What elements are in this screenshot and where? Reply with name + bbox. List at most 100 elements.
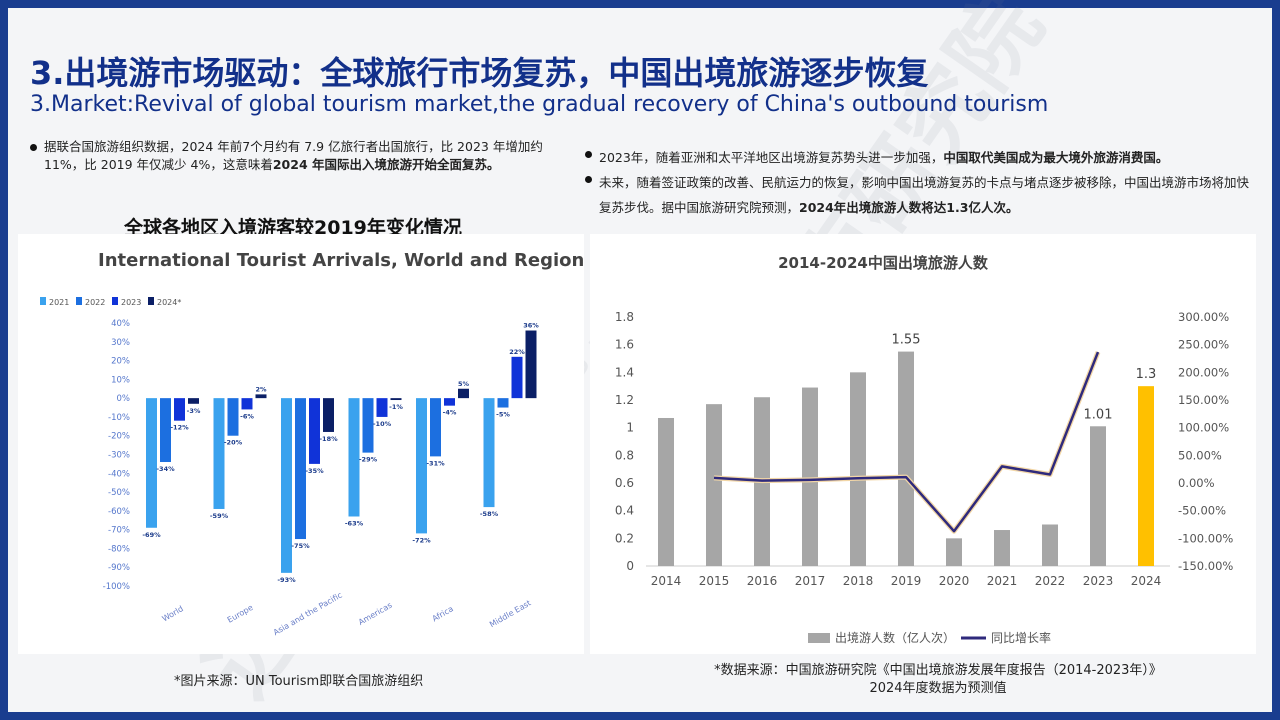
left-chart-panel: International Tourist Arrivals, World an… xyxy=(18,234,595,654)
bar xyxy=(213,398,225,509)
y-right-tick-label: 50.00% xyxy=(1178,448,1222,462)
bullet-emphasis: 2024 年国际出入境旅游开始全面复苏。 xyxy=(272,157,500,172)
bar xyxy=(430,398,441,457)
y-left-tick-label: 1.2 xyxy=(615,393,634,407)
x-tick-label: 2019 xyxy=(891,574,922,588)
y-left-tick-label: 1.4 xyxy=(615,365,634,379)
y-right-tick-label: 250.00% xyxy=(1178,338,1229,352)
y-tick-label: -20% xyxy=(108,432,130,442)
y-tick-label: -100% xyxy=(103,582,130,592)
legend-label: 2024* xyxy=(157,298,181,307)
bar xyxy=(188,398,199,404)
data-label: -75% xyxy=(291,542,310,550)
y-right-tick-label: 150.00% xyxy=(1178,393,1229,407)
bar xyxy=(850,372,866,566)
regions-chart: International Tourist Arrivals, World an… xyxy=(40,250,595,637)
growth-line xyxy=(713,351,1100,533)
bar xyxy=(174,398,185,421)
bar xyxy=(706,404,722,566)
data-label: 5% xyxy=(458,380,470,388)
data-label: 2% xyxy=(255,385,267,393)
page-title: 3.出境游市场驱动：全球旅行市场复苏，中国出境旅游逐步恢复 xyxy=(30,54,929,92)
bullet-text: 2023年，随着亚洲和太平洋地区出境游复苏势头进一步加强， xyxy=(599,150,944,165)
bar xyxy=(255,394,267,399)
bar xyxy=(362,398,374,453)
bar xyxy=(497,398,509,408)
y-right-tick-label: 0.00% xyxy=(1178,476,1215,490)
data-label: 36% xyxy=(523,322,539,330)
x-tick-label: 2022 xyxy=(1035,574,1066,588)
x-tick-label: 2014 xyxy=(651,574,682,588)
data-label: -63% xyxy=(345,519,364,527)
y-right-tick-label: -50.00% xyxy=(1178,504,1226,518)
x-tick-label: 2016 xyxy=(747,574,778,588)
data-label: 1.01 xyxy=(1084,407,1113,422)
x-tick-label: 2018 xyxy=(843,574,874,588)
data-label: -6% xyxy=(240,412,254,420)
y-tick-label: 0% xyxy=(117,394,131,404)
bar xyxy=(348,398,360,517)
y-tick-label: -90% xyxy=(108,563,130,573)
bar xyxy=(458,388,469,399)
chart-title: 2014-2024中国出境旅游人数 xyxy=(778,254,989,272)
legend-label: 2023 xyxy=(121,298,141,307)
y-left-tick-label: 1.6 xyxy=(615,338,634,352)
data-label: 1.55 xyxy=(892,333,921,348)
y-tick-label: -30% xyxy=(108,451,130,461)
bar xyxy=(525,330,537,399)
right-source-line1: *数据来源：中国旅游研究院《中国出境旅游发展年度报告（2014-2023年）》 xyxy=(714,663,1162,678)
legend-swatch xyxy=(112,297,118,305)
x-tick-label: 2021 xyxy=(987,574,1018,588)
data-label: -29% xyxy=(359,456,378,464)
bar xyxy=(241,398,253,410)
x-tick-label: 2017 xyxy=(795,574,826,588)
y-tick-label: -80% xyxy=(108,544,130,554)
data-label: -59% xyxy=(210,512,229,520)
bar xyxy=(1090,426,1106,566)
y-left-tick-label: 1.8 xyxy=(615,310,634,324)
right-source-note: *数据来源：中国旅游研究院《中国出境旅游发展年度报告（2014-2023年）》 … xyxy=(628,662,1248,698)
bar xyxy=(444,398,455,406)
data-label: -10% xyxy=(373,420,392,428)
legend-swatch xyxy=(40,297,46,305)
legend-label: 2021 xyxy=(49,298,69,307)
y-tick-label: -10% xyxy=(108,413,130,423)
data-label: -3% xyxy=(187,407,201,415)
x-tick-label: Middle East xyxy=(488,598,533,629)
y-tick-label: -50% xyxy=(108,488,130,498)
data-label: -58% xyxy=(480,510,499,518)
left-source-note: *图片来源：UN Tourism即联合国旅游组织 xyxy=(174,674,424,689)
bar xyxy=(1138,386,1154,566)
data-label: -20% xyxy=(224,439,243,447)
y-left-tick-label: 1 xyxy=(626,421,634,435)
page-subtitle: 3.Market:Revival of global tourism marke… xyxy=(30,92,1049,117)
x-tick-label: 2020 xyxy=(939,574,970,588)
bar xyxy=(281,398,292,573)
bar xyxy=(658,417,674,566)
x-tick-label: Americas xyxy=(357,601,394,627)
y-left-tick-label: 0.2 xyxy=(615,531,634,545)
bar xyxy=(390,398,402,401)
bar xyxy=(483,398,495,508)
x-tick-label: 2024 xyxy=(1131,574,1162,588)
data-label: -5% xyxy=(496,411,510,419)
bullet-text: 未来，随着签证政策的改善、民航运力的恢复，影响中国出境游复苏的卡点与堵点逐步被移… xyxy=(599,175,1250,215)
y-tick-label: -60% xyxy=(108,507,130,517)
bar xyxy=(416,398,427,534)
legend-label: 2022 xyxy=(85,298,105,307)
bar xyxy=(994,530,1010,566)
y-tick-label: -40% xyxy=(108,469,130,479)
y-right-tick-label: 100.00% xyxy=(1178,421,1229,435)
left-chart-heading: 全球各地区入境游客较2019年变化情况 xyxy=(124,217,462,239)
bullet-emphasis: 2024年出境旅游人数将达1.3亿人次。 xyxy=(799,200,1019,215)
legend-swatch xyxy=(76,297,82,305)
chart-title: International Tourist Arrivals, World an… xyxy=(98,250,584,271)
bar xyxy=(146,398,157,528)
y-right-tick-label: 300.00% xyxy=(1178,310,1229,324)
bullet-emphasis: 中国取代美国成为最大境外旅游消费国。 xyxy=(943,150,1169,165)
y-left-tick-label: 0.6 xyxy=(615,476,634,490)
y-right-tick-label: -150.00% xyxy=(1178,559,1233,573)
y-left-tick-label: 0 xyxy=(626,559,634,573)
bullet-item: 据联合国旅游组织数据，2024 年前7个月约有 7.9 亿旅行者出国旅行，比 2… xyxy=(28,138,580,174)
data-label: -69% xyxy=(142,531,161,539)
